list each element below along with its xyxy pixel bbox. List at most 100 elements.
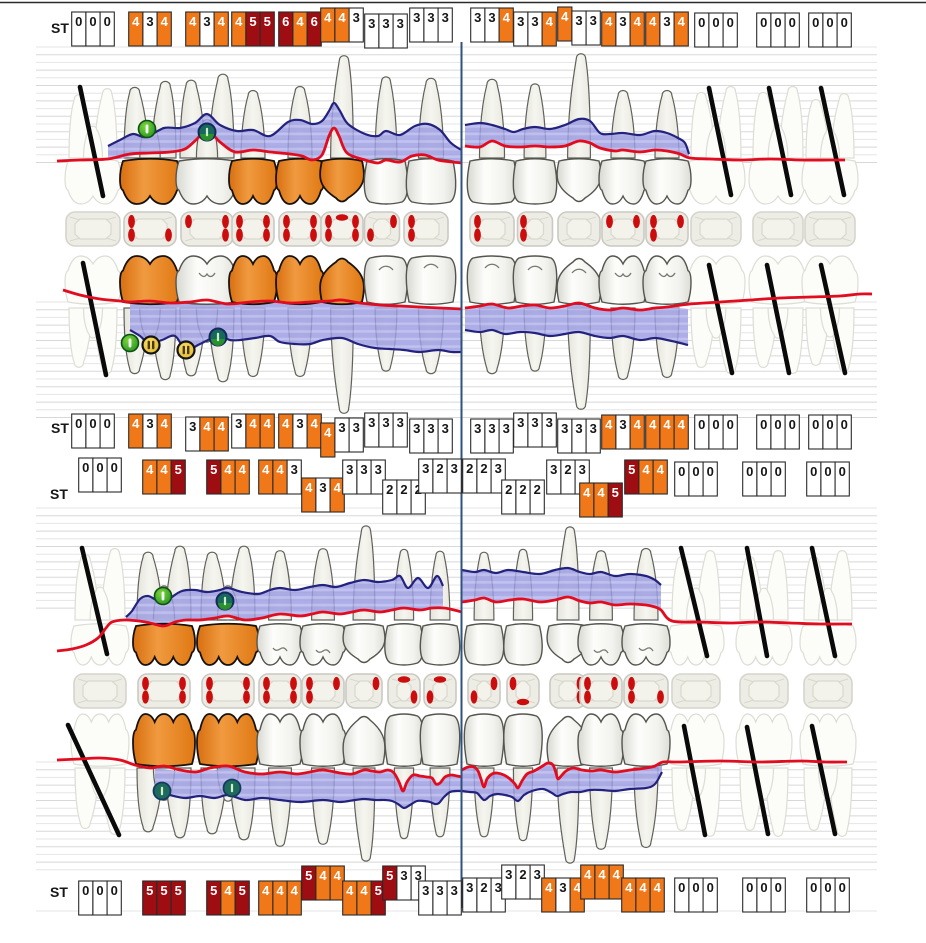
svg-text:4: 4: [203, 419, 211, 434]
svg-text:0: 0: [839, 880, 846, 895]
svg-text:5: 5: [264, 14, 271, 29]
svg-text:4: 4: [235, 14, 243, 29]
svg-text:3: 3: [495, 461, 502, 476]
svg-text:3: 3: [534, 867, 541, 882]
svg-text:0: 0: [678, 464, 685, 479]
svg-text:0: 0: [104, 416, 111, 431]
svg-text:4: 4: [657, 462, 665, 477]
svg-text:4: 4: [583, 485, 591, 500]
svg-text:3: 3: [422, 883, 429, 898]
svg-text:0: 0: [692, 880, 699, 895]
svg-text:4: 4: [649, 14, 657, 29]
svg-text:2: 2: [386, 482, 393, 497]
svg-text:2: 2: [480, 880, 487, 895]
svg-text:4: 4: [639, 880, 647, 895]
svg-text:3: 3: [619, 417, 626, 432]
svg-text:0: 0: [707, 464, 714, 479]
svg-text:4: 4: [642, 462, 650, 477]
svg-text:5: 5: [146, 883, 153, 898]
svg-text:3: 3: [474, 421, 481, 436]
svg-text:3: 3: [579, 462, 586, 477]
svg-text:3: 3: [413, 10, 420, 25]
svg-text:3: 3: [559, 880, 566, 895]
svg-text:2: 2: [519, 482, 526, 497]
svg-text:4: 4: [311, 416, 319, 431]
svg-text:5: 5: [210, 462, 217, 477]
svg-text:3: 3: [338, 420, 345, 435]
svg-text:0: 0: [75, 14, 82, 29]
svg-text:0: 0: [89, 14, 96, 29]
svg-text:4: 4: [161, 416, 169, 431]
svg-text:4: 4: [319, 868, 327, 883]
svg-text:2: 2: [436, 461, 443, 476]
svg-text:4: 4: [503, 10, 511, 25]
svg-text:3: 3: [575, 421, 582, 436]
svg-text:0: 0: [774, 417, 781, 432]
svg-text:3: 3: [397, 415, 404, 430]
svg-text:4: 4: [546, 14, 554, 29]
svg-text:4: 4: [264, 416, 272, 431]
svg-text:3: 3: [319, 480, 326, 495]
svg-text:0: 0: [111, 460, 118, 475]
svg-text:0: 0: [82, 883, 89, 898]
svg-text:3: 3: [436, 883, 443, 898]
svg-text:6: 6: [282, 14, 289, 29]
svg-text:4: 4: [262, 462, 270, 477]
svg-text:0: 0: [104, 14, 111, 29]
svg-text:3: 3: [235, 416, 242, 431]
svg-text:4: 4: [634, 417, 642, 432]
svg-text:ST: ST: [50, 486, 68, 502]
svg-text:3: 3: [590, 13, 597, 28]
svg-text:5: 5: [375, 883, 382, 898]
svg-text:5: 5: [386, 868, 393, 883]
svg-text:4: 4: [334, 868, 342, 883]
svg-text:4: 4: [218, 419, 226, 434]
svg-text:3: 3: [146, 416, 153, 431]
svg-text:ST: ST: [51, 20, 69, 36]
svg-text:2: 2: [534, 482, 541, 497]
svg-text:3: 3: [397, 16, 404, 31]
svg-text:4: 4: [597, 485, 605, 500]
svg-text:5: 5: [175, 462, 182, 477]
svg-text:3: 3: [291, 462, 298, 477]
svg-text:0: 0: [775, 464, 782, 479]
svg-text:4: 4: [598, 867, 606, 882]
svg-text:4: 4: [678, 14, 686, 29]
svg-text:4: 4: [239, 462, 247, 477]
svg-text:3: 3: [550, 462, 557, 477]
svg-text:3: 3: [422, 461, 429, 476]
svg-text:4: 4: [654, 880, 662, 895]
svg-text:0: 0: [774, 15, 781, 30]
svg-text:0: 0: [760, 15, 767, 30]
svg-text:0: 0: [812, 15, 819, 30]
svg-text:5: 5: [239, 883, 246, 898]
svg-text:2: 2: [519, 867, 526, 882]
svg-text:3: 3: [203, 14, 210, 29]
svg-text:0: 0: [111, 883, 118, 898]
svg-text:4: 4: [262, 883, 270, 898]
svg-text:3: 3: [495, 880, 502, 895]
svg-text:4: 4: [324, 10, 332, 25]
svg-text:4: 4: [584, 867, 592, 882]
svg-text:0: 0: [789, 417, 796, 432]
svg-text:0: 0: [826, 15, 833, 30]
svg-text:3: 3: [531, 415, 538, 430]
svg-text:3: 3: [360, 462, 367, 477]
svg-text:0: 0: [698, 15, 705, 30]
svg-text:4: 4: [605, 14, 613, 29]
svg-text:0: 0: [760, 880, 767, 895]
svg-text:4: 4: [249, 416, 257, 431]
svg-text:2: 2: [400, 482, 407, 497]
svg-text:0: 0: [712, 417, 719, 432]
svg-text:4: 4: [282, 416, 290, 431]
svg-text:4: 4: [334, 480, 342, 495]
svg-text:3: 3: [590, 421, 597, 436]
svg-text:0: 0: [75, 416, 82, 431]
svg-text:0: 0: [760, 417, 767, 432]
svg-text:0: 0: [727, 15, 734, 30]
svg-text:4: 4: [276, 883, 284, 898]
svg-text:3: 3: [517, 415, 524, 430]
svg-text:4: 4: [160, 462, 168, 477]
svg-text:2: 2: [564, 462, 571, 477]
svg-text:3: 3: [382, 16, 389, 31]
